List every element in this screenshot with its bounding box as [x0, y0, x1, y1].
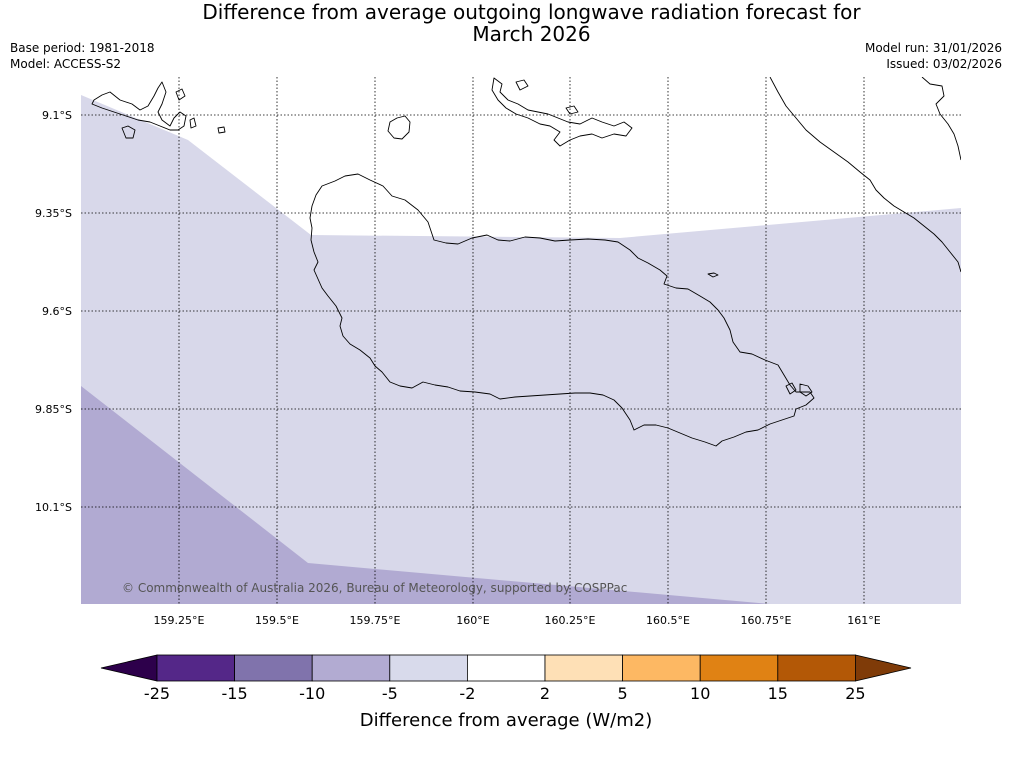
florida-islands [491, 77, 633, 147]
lat-label: 9.85°S [35, 403, 72, 416]
colorbar-segment [466, 654, 546, 682]
colorbar [100, 654, 912, 682]
colorbar-title: Difference from average (W/m2) [360, 710, 652, 731]
base-period-text: Base period: 1981-2018 [10, 41, 155, 55]
lat-label: 10.1°S [35, 501, 72, 514]
chart-title-line2: March 2026 [472, 22, 591, 46]
lon-label: 160.75°E [741, 614, 792, 627]
russell-islet-a [121, 125, 136, 139]
colorbar-tick-labels: -25 -15 -10 -5 -2 2 5 10 15 25 [144, 684, 866, 703]
florida-islet-a [515, 79, 529, 91]
colorbar-segment [544, 654, 623, 682]
lon-label: 159.5°E [255, 614, 299, 627]
florida-islet-b [565, 105, 579, 115]
chart-title-line1: Difference from average outgoing longwav… [202, 0, 861, 24]
lon-label: 160°E [456, 614, 489, 627]
lon-label: 159.25°E [154, 614, 205, 627]
marau-islets [785, 382, 813, 397]
anomaly-region-minus10-to-minus5 [81, 386, 770, 604]
coastlines [91, 77, 961, 447]
islet-coastline [707, 272, 719, 278]
russell-islet-c [189, 117, 197, 129]
colorbar-tick-label: -2 [459, 684, 475, 703]
graticule [81, 77, 961, 604]
colorbar-tick-label: -25 [144, 684, 170, 703]
colorbar-segment [311, 654, 391, 682]
colorbar-tick-label: -10 [299, 684, 325, 703]
issued-text: Issued: 03/02/2026 [886, 57, 1002, 71]
model-run-text: Model run: 31/01/2026 [864, 41, 1002, 55]
colorbar-tick-label: 5 [618, 684, 628, 703]
colorbar-segment [156, 654, 235, 682]
lon-label: 160.25°E [545, 614, 596, 627]
colorbar-tick-label: 2 [540, 684, 550, 703]
lat-label: 9.6°S [42, 305, 72, 318]
lon-label: 159.75°E [350, 614, 401, 627]
colorbar-segment [855, 654, 912, 682]
map-plot-area [81, 77, 961, 604]
lat-label: 9.1°S [42, 109, 72, 122]
meta-left: Base period: 1981-2018 Model: ACCESS-S2 [10, 40, 155, 72]
model-text: Model: ACCESS-S2 [10, 57, 122, 71]
colorbar-segment [622, 654, 701, 682]
colorbar-segment [699, 654, 779, 682]
savo-island [387, 115, 411, 140]
colorbar-segment [234, 654, 313, 682]
lat-label: 9.35°S [35, 207, 72, 220]
colorbar-tick-label: 25 [845, 684, 865, 703]
colorbar-segment [777, 654, 856, 682]
colorbar-segment [389, 654, 468, 682]
meta-right: Model run: 31/01/2026 Issued: 03/02/2026 [865, 40, 1002, 72]
russell-islands [91, 81, 187, 131]
colorbar-tick-label: -5 [382, 684, 398, 703]
lon-label: 161°E [847, 614, 880, 627]
colorbar-tick-label: 10 [690, 684, 710, 703]
malaita-coastline [769, 77, 961, 273]
chart-title: Difference from average outgoing longwav… [0, 1, 1011, 45]
russell-islet-d [217, 126, 226, 134]
malaita-coastline-north [921, 77, 961, 161]
lon-label: 160.5°E [646, 614, 690, 627]
guadalcanal-coastline [309, 173, 815, 447]
anomaly-region-minus5-to-minus2 [81, 95, 961, 604]
copyright-text: © Commonwealth of Australia 2026, Bureau… [122, 581, 627, 595]
latitude-labels: 9.1°S 9.35°S 9.6°S 9.85°S 10.1°S [35, 109, 72, 514]
colorbar-tick-label: 15 [768, 684, 788, 703]
colorbar-tick-label: -15 [222, 684, 248, 703]
russell-islet-b [175, 88, 186, 101]
colorbar-segment [100, 654, 158, 682]
longitude-labels: 159.25°E 159.5°E 159.75°E 160°E 160.25°E… [154, 614, 881, 627]
